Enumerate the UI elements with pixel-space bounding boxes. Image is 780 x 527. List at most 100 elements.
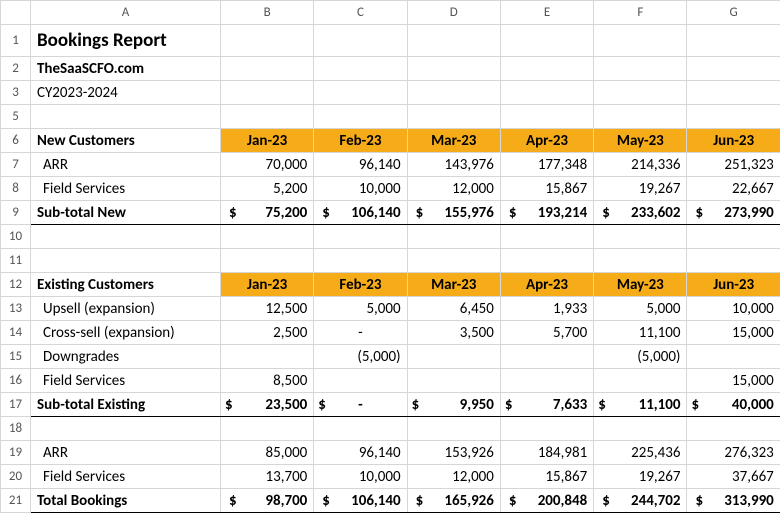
row-19[interactable]: 19: [1, 441, 31, 465]
cell[interactable]: 19,267: [594, 177, 687, 201]
page-title[interactable]: Bookings Report: [31, 25, 221, 57]
cell[interactable]: 106,140: [314, 201, 407, 225]
cell[interactable]: 10,000: [687, 297, 780, 321]
cell[interactable]: [221, 105, 314, 129]
row-2[interactable]: 2: [1, 57, 31, 81]
cell[interactable]: 70,000: [221, 153, 314, 177]
cell[interactable]: 244,702: [594, 489, 687, 513]
cell[interactable]: [500, 57, 593, 81]
section-new[interactable]: New Customers: [31, 129, 221, 153]
subtotal-existing-label[interactable]: Sub-total Existing: [31, 393, 221, 417]
cell[interactable]: [500, 249, 593, 273]
cell[interactable]: 22,667: [687, 177, 780, 201]
row-15[interactable]: 15: [1, 345, 31, 369]
cell[interactable]: [314, 57, 407, 81]
row-20[interactable]: 20: [1, 465, 31, 489]
cell[interactable]: 106,140: [314, 489, 407, 513]
cell[interactable]: 165,926: [407, 489, 500, 513]
cell[interactable]: 9,950: [407, 393, 500, 417]
cell[interactable]: [314, 225, 407, 249]
cell[interactable]: [31, 417, 221, 441]
cell[interactable]: [407, 105, 500, 129]
cell[interactable]: 23,500: [221, 393, 314, 417]
cell[interactable]: [500, 345, 593, 369]
month-may[interactable]: May-23: [594, 273, 687, 297]
cell[interactable]: [594, 225, 687, 249]
col-B[interactable]: B: [221, 1, 314, 25]
cell[interactable]: 313,990: [687, 489, 780, 513]
subtotal-new-label[interactable]: Sub-total New: [31, 201, 221, 225]
cell[interactable]: [500, 225, 593, 249]
month-apr[interactable]: Apr-23: [500, 129, 593, 153]
cell[interactable]: [594, 249, 687, 273]
cell[interactable]: 5,700: [500, 321, 593, 345]
row-5[interactable]: 5: [1, 105, 31, 129]
cell[interactable]: 5,000: [594, 297, 687, 321]
month-apr[interactable]: Apr-23: [500, 273, 593, 297]
cell[interactable]: 8,500: [221, 369, 314, 393]
cell[interactable]: [407, 25, 500, 57]
spreadsheet[interactable]: A B C D E F G 1 Bookings Report 2 TheSaa…: [0, 0, 780, 513]
arr-label[interactable]: ARR: [31, 441, 221, 465]
cell[interactable]: [314, 369, 407, 393]
corner-cell[interactable]: [1, 1, 31, 25]
cell[interactable]: 15,867: [500, 177, 593, 201]
row-3[interactable]: 3: [1, 81, 31, 105]
cell[interactable]: 193,214: [500, 201, 593, 225]
cell[interactable]: 177,348: [500, 153, 593, 177]
cell[interactable]: [500, 25, 593, 57]
row-11[interactable]: 11: [1, 249, 31, 273]
section-existing[interactable]: Existing Customers: [31, 273, 221, 297]
cell[interactable]: 2,500: [221, 321, 314, 345]
cell[interactable]: [594, 369, 687, 393]
cell[interactable]: (5,000): [594, 345, 687, 369]
row-17[interactable]: 17: [1, 393, 31, 417]
cell[interactable]: 214,336: [594, 153, 687, 177]
cell[interactable]: 1,933: [500, 297, 593, 321]
cell[interactable]: [221, 345, 314, 369]
cell[interactable]: [314, 105, 407, 129]
cell[interactable]: 7,633: [500, 393, 593, 417]
cell[interactable]: 96,140: [314, 153, 407, 177]
cell[interactable]: 5,200: [221, 177, 314, 201]
cell[interactable]: 184,981: [500, 441, 593, 465]
cell[interactable]: [31, 225, 221, 249]
col-D[interactable]: D: [407, 1, 500, 25]
cell[interactable]: 10,000: [314, 177, 407, 201]
row-1[interactable]: 1: [1, 25, 31, 57]
cell[interactable]: 5,000: [314, 297, 407, 321]
arr-label[interactable]: ARR: [31, 153, 221, 177]
cell[interactable]: 11,100: [594, 321, 687, 345]
cell[interactable]: [687, 81, 780, 105]
cell[interactable]: [314, 417, 407, 441]
cell[interactable]: [221, 417, 314, 441]
row-18[interactable]: 18: [1, 417, 31, 441]
cell[interactable]: (5,000): [314, 345, 407, 369]
cell[interactable]: [314, 81, 407, 105]
fs-label[interactable]: Field Services: [31, 369, 221, 393]
cell[interactable]: [687, 225, 780, 249]
cell[interactable]: 200,848: [500, 489, 593, 513]
row-16[interactable]: 16: [1, 369, 31, 393]
cell[interactable]: [687, 57, 780, 81]
cell[interactable]: 15,000: [687, 369, 780, 393]
month-mar[interactable]: Mar-23: [407, 273, 500, 297]
cell[interactable]: [687, 417, 780, 441]
fs-label[interactable]: Field Services: [31, 177, 221, 201]
cell[interactable]: 153,926: [407, 441, 500, 465]
cell[interactable]: 15,867: [500, 465, 593, 489]
cell[interactable]: 273,990: [687, 201, 780, 225]
cell[interactable]: [221, 225, 314, 249]
cell[interactable]: [314, 249, 407, 273]
total-label[interactable]: Total Bookings: [31, 489, 221, 513]
cell[interactable]: 12,000: [407, 177, 500, 201]
downgrades-label[interactable]: Downgrades: [31, 345, 221, 369]
cell[interactable]: 233,602: [594, 201, 687, 225]
row-12[interactable]: 12: [1, 273, 31, 297]
row-10[interactable]: 10: [1, 225, 31, 249]
row-7[interactable]: 7: [1, 153, 31, 177]
cell[interactable]: 276,323: [687, 441, 780, 465]
cell[interactable]: 12,000: [407, 465, 500, 489]
subtitle[interactable]: TheSaaSCFO.com: [31, 57, 221, 81]
cell[interactable]: 12,500: [221, 297, 314, 321]
